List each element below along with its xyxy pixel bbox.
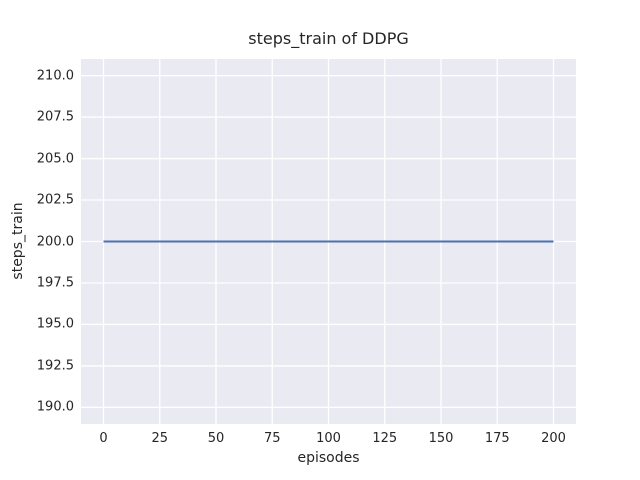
chart-title: steps_train of DDPG <box>248 29 409 48</box>
y-tick-label: 210.0 <box>36 68 74 84</box>
line-plot <box>81 59 576 424</box>
y-tick-label: 205.0 <box>36 151 74 167</box>
plot-area <box>81 59 576 424</box>
x-tick-label: 75 <box>263 431 281 446</box>
x-tick-label: 125 <box>372 431 398 446</box>
x-tick-label: 150 <box>428 431 454 446</box>
x-tick-label: 25 <box>151 431 169 446</box>
x-tick-label: 200 <box>541 431 566 446</box>
y-axis-label: steps_train <box>10 202 26 280</box>
y-tick-label: 200.0 <box>36 234 74 249</box>
y-tick-label: 202.5 <box>36 192 74 208</box>
x-tick-label: 175 <box>484 431 510 446</box>
y-tick-label: 192.5 <box>36 358 74 374</box>
y-tick-label: 197.5 <box>36 275 74 291</box>
y-tick-label: 195.0 <box>36 316 74 332</box>
x-tick-label: 100 <box>316 431 341 446</box>
x-tick-label: 50 <box>207 431 225 446</box>
y-tick-label: 190.0 <box>36 399 74 415</box>
x-axis-label: episodes <box>297 450 360 466</box>
x-tick-label: 0 <box>99 431 108 446</box>
y-tick-label: 207.5 <box>36 109 74 125</box>
